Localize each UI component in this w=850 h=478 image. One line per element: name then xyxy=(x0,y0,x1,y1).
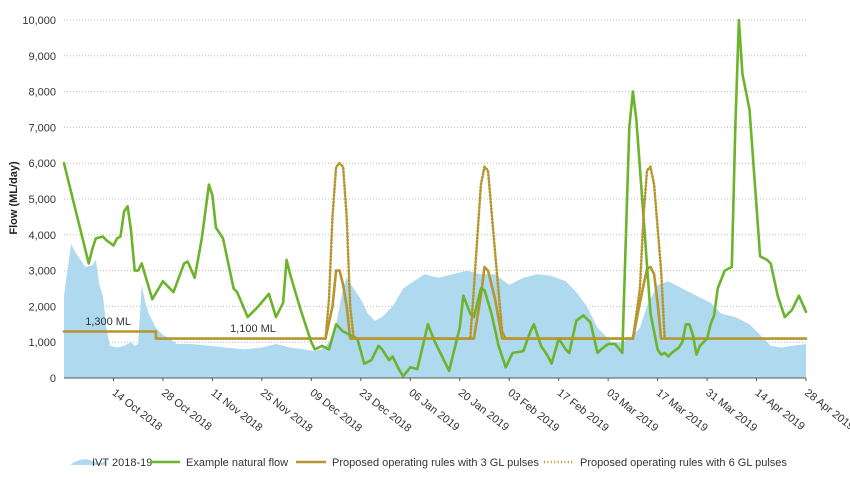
legend-label: IVT 2018-19 xyxy=(92,457,152,469)
line-series-group xyxy=(62,18,808,378)
operating-rules-6gl-line xyxy=(324,161,667,340)
y-tick-label: 0 xyxy=(50,373,56,385)
legend-label: Proposed operating rules with 3 GL pulse… xyxy=(332,457,539,469)
y-tick-label: 4,000 xyxy=(28,230,56,242)
x-tick-label: 11 Nov 2018 xyxy=(209,387,265,434)
y-tick-label: 9,000 xyxy=(28,51,56,63)
x-tick-label: 09 Dec 2018 xyxy=(307,387,364,435)
annotations: 1,300 ML 1,100 ML xyxy=(85,316,276,335)
ivt-area xyxy=(64,243,806,378)
y-axis-tick-labels: 0 1,000 2,000 3,000 4,000 5,000 6,000 7,000 8,00… xyxy=(22,15,56,385)
x-tick-label: 28 Oct 2018 xyxy=(159,387,214,433)
x-tick-label: 03 Mar 2019 xyxy=(604,387,660,434)
y-tick-label: 10,000 xyxy=(22,15,56,27)
x-tick-label: 23 Dec 2018 xyxy=(357,387,414,435)
y-tick-label: 6,000 xyxy=(28,158,56,170)
x-tick-label: 28 Apr 2019 xyxy=(802,387,850,433)
y-axis-title: Flow (ML/day) xyxy=(8,161,20,235)
x-tick-label: 25 Nov 2018 xyxy=(258,387,315,435)
x-tick-label: 14 Apr 2019 xyxy=(753,387,807,433)
flow-annotation: 1,100 ML xyxy=(230,323,276,335)
legend-label: Proposed operating rules with 6 GL pulse… xyxy=(580,457,787,469)
y-tick-label: 1,000 xyxy=(28,337,56,349)
natural-flow-line xyxy=(62,18,808,378)
x-tick-label: 14 Oct 2018 xyxy=(110,387,165,433)
y-tick-label: 8,000 xyxy=(28,87,56,99)
y-tick-label: 3,000 xyxy=(28,266,56,278)
legend-label: Example natural flow xyxy=(186,457,288,469)
y-tick-label: 7,000 xyxy=(28,122,56,134)
x-tick-label: 06 Jan 2019 xyxy=(406,387,461,434)
y-tick-label: 2,000 xyxy=(28,301,56,313)
x-tick-label: 17 Feb 2019 xyxy=(555,387,611,434)
x-tick-label: 03 Feb 2019 xyxy=(505,387,561,434)
y-tick-label: 5,000 xyxy=(28,194,56,206)
x-tick-label: 17 Mar 2019 xyxy=(654,387,710,434)
operating-rules-3gl-line xyxy=(62,265,808,340)
x-tick-label: 20 Jan 2019 xyxy=(456,387,511,434)
legend: IVT 2018-19 Example natural flow Proposed … xyxy=(70,457,787,469)
ivt-area-series xyxy=(64,243,806,378)
legend-swatch-ivt xyxy=(70,459,106,465)
flow-annotation: 1,300 ML xyxy=(85,316,131,328)
x-tick-label: 31 Mar 2019 xyxy=(703,387,759,434)
